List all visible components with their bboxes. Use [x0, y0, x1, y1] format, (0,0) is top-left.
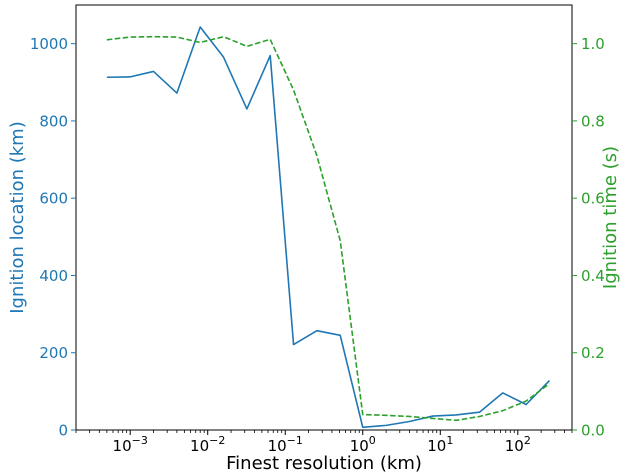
- y-right-tick-label: 0.6: [581, 190, 605, 208]
- plot-frame: [75, 4, 573, 431]
- y-left-tick-label: 200: [39, 344, 68, 362]
- y-right-tick-label: 0.2: [581, 344, 605, 362]
- y-left-tick-label: 1000: [30, 35, 68, 53]
- y-axis-right: 0.0 0.2 0.4 0.6 0.8 1.0: [572, 35, 605, 440]
- x-tick-label: 10−2: [190, 434, 225, 455]
- y-axis-left: 0 200 400 600 800 1000: [30, 35, 76, 440]
- y-left-tick-label: 800: [39, 112, 68, 130]
- plot-lines: [106, 26, 551, 429]
- x-tick-label: 100: [350, 434, 376, 455]
- y-axis-left-title: Ignition location (km): [7, 121, 28, 314]
- x-axis: 10−3 10−2 10−1 100 101 102: [75, 430, 573, 455]
- y-left-tick-label: 0: [58, 422, 68, 440]
- x-tick-label: 10−1: [268, 434, 303, 455]
- x-tick-label: 101: [427, 434, 453, 455]
- y-right-tick-label: 1.0: [581, 35, 605, 53]
- ignition-location-series-line: [106, 26, 551, 429]
- x-axis-title: Finest resolution (km): [226, 453, 422, 474]
- y-right-tick-label: 0.4: [581, 267, 605, 285]
- x-tick-label: 102: [505, 434, 531, 455]
- y-right-tick-label: 0.0: [581, 422, 605, 440]
- ignition-time-series-line: [106, 35, 550, 422]
- y-right-tick-label: 0.8: [581, 112, 605, 130]
- y-left-tick-label: 400: [39, 267, 68, 285]
- y-axis-right-title: Ignition time (s): [600, 146, 621, 289]
- x-tick-label: 10−3: [113, 434, 148, 455]
- y-left-tick-label: 600: [39, 190, 68, 208]
